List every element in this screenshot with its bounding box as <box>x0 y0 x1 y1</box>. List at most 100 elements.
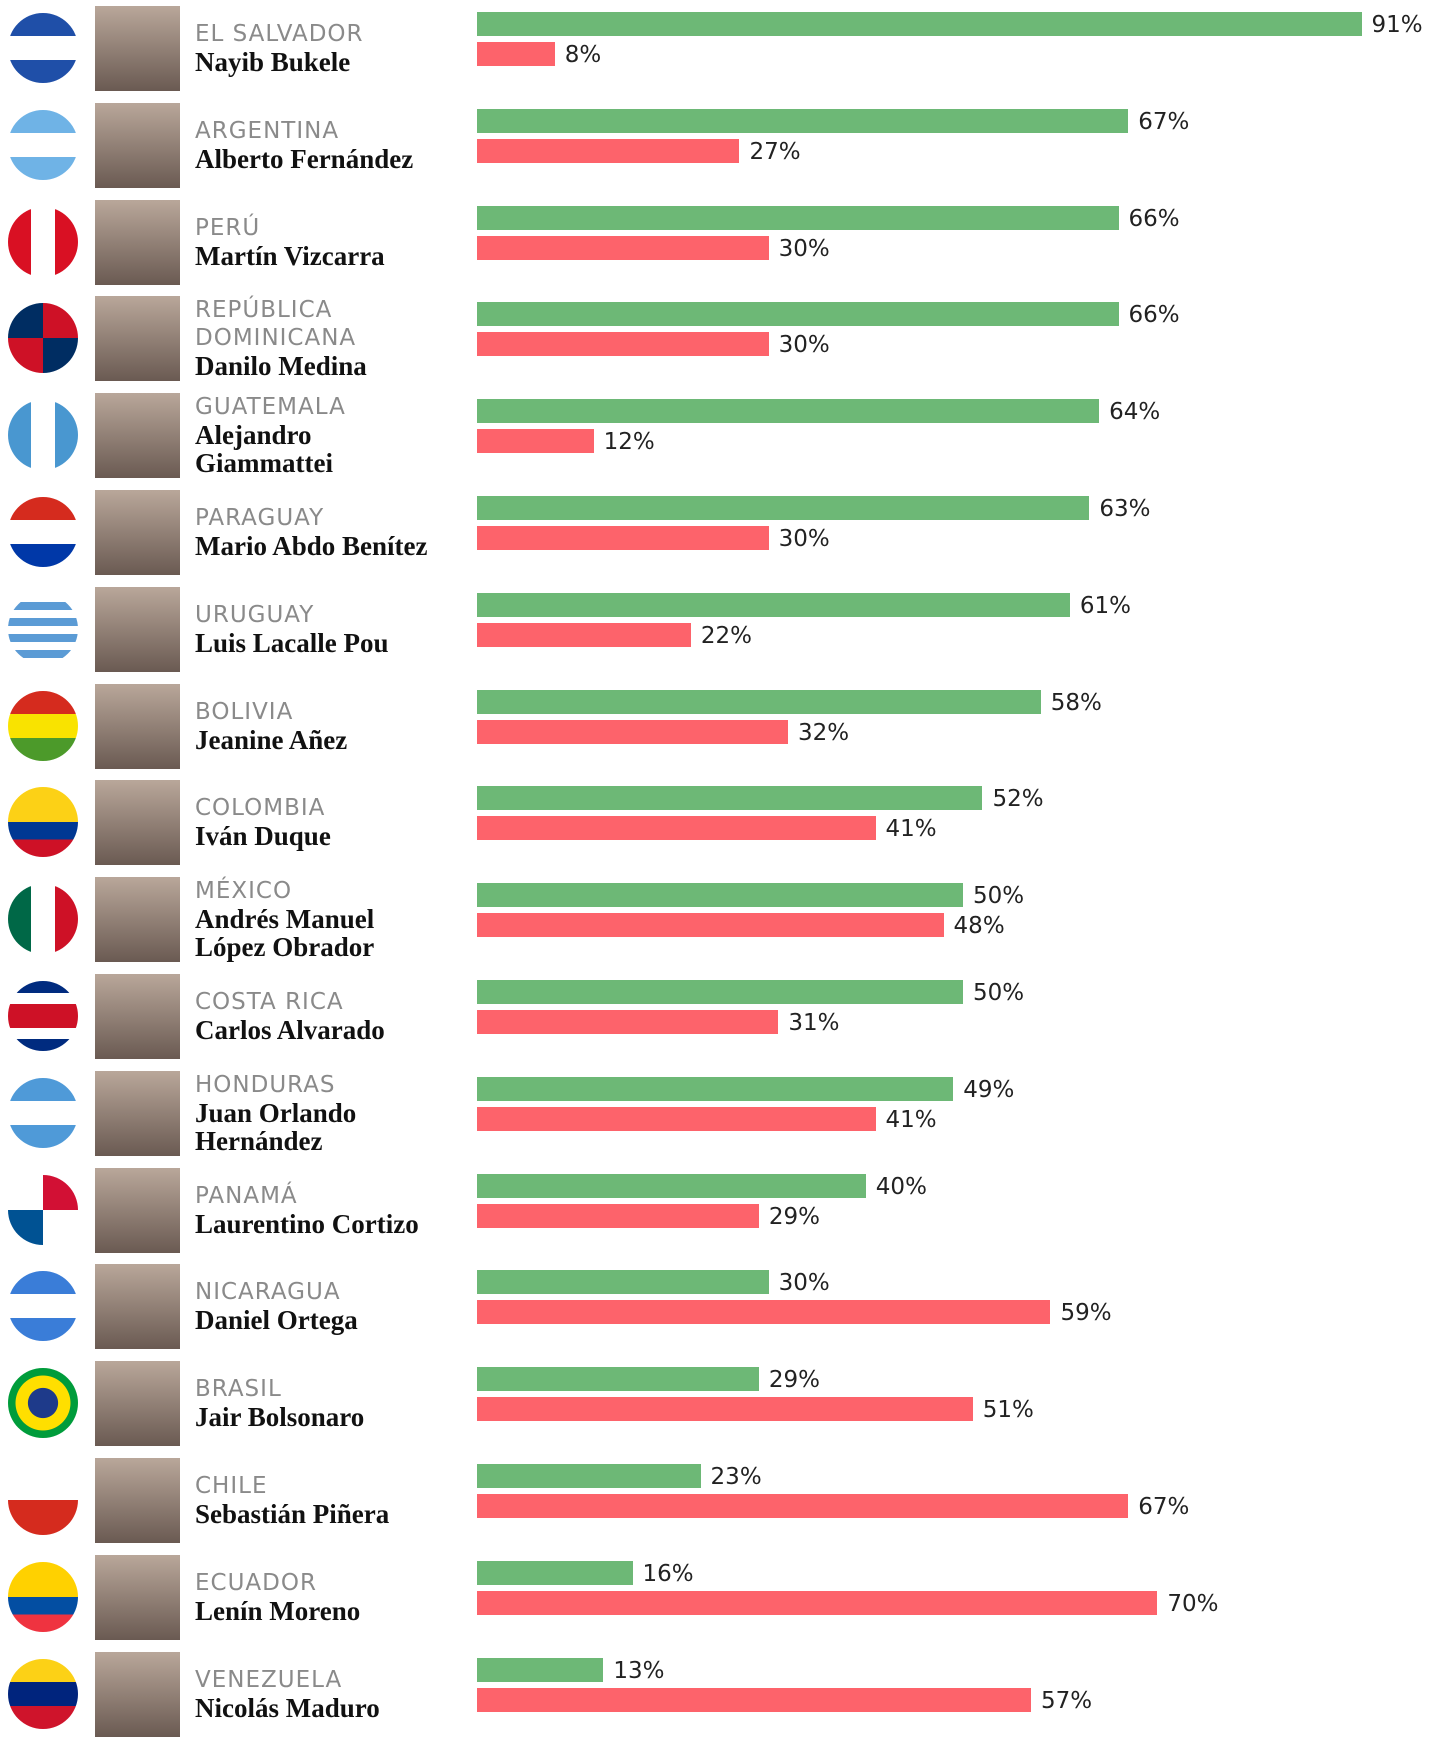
leader-name: Nayib Bukele <box>195 47 351 77</box>
leader-name: Juan Orlando Hernández <box>195 1097 357 1156</box>
flag <box>8 303 78 374</box>
label-block: COSTA RICA Carlos Alvarado <box>195 970 445 1062</box>
label-block: HONDURAS Juan Orlando Hernández <box>195 1067 445 1159</box>
approval-bar <box>477 1657 604 1682</box>
row: EL SALVADOR Nayib Bukele 91% 8% <box>0 0 1431 96</box>
flag <box>8 1561 78 1632</box>
country-label: REPÚBLICA DOMINICANA <box>195 297 357 352</box>
leader-name: Laurentino Cortizo <box>195 1208 419 1239</box>
value-label: 30% <box>778 1270 830 1297</box>
leader-name: Alejandro Giammattei <box>195 420 333 479</box>
disapproval-bar <box>477 138 740 163</box>
row: PARAGUAY Mario Abdo Benítez 63% 30% <box>0 484 1431 580</box>
label-block: ECUADOR Lenín Moreno <box>195 1551 445 1643</box>
row: COLOMBIA Iván Duque 52% 41% <box>0 774 1431 870</box>
photo <box>95 1167 180 1253</box>
photo <box>95 1554 180 1640</box>
approval-bar <box>477 1367 759 1392</box>
leader-name: Nicolás Maduro <box>195 1692 380 1723</box>
country-label: PERÚ <box>195 214 261 241</box>
value-label: 30% <box>778 332 830 359</box>
photo <box>95 974 180 1059</box>
flag <box>8 1658 78 1729</box>
approval-bar <box>477 1560 633 1585</box>
disapproval-bar <box>477 1494 1129 1518</box>
value-label: 57% <box>1041 1687 1093 1714</box>
row: PANAMÁ Laurentino Cortizo 40% 29% <box>0 1162 1431 1258</box>
label-block: REPÚBLICA DOMINICANA Danilo Medina <box>195 292 445 384</box>
photo <box>95 199 180 285</box>
label-block: CHILE Sebastián Piñera <box>195 1454 445 1546</box>
country-label: NICARAGUA <box>195 1279 341 1306</box>
value-label: 50% <box>973 980 1025 1006</box>
photo <box>95 683 180 769</box>
flag <box>8 593 78 664</box>
flag <box>8 690 78 761</box>
flag <box>8 497 78 567</box>
country-label: URUGUAY <box>195 601 315 628</box>
photo <box>95 393 180 479</box>
approval-bar <box>477 689 1041 714</box>
label-block: BRASIL Jair Bolsonaro <box>195 1357 445 1449</box>
disapproval-bar <box>477 1300 1051 1325</box>
photo <box>95 780 180 866</box>
value-label: 40% <box>875 1173 927 1200</box>
value-label: 32% <box>798 719 850 746</box>
label-block: ARGENTINA Alberto Fernández <box>195 99 445 191</box>
approval-bar <box>477 1464 701 1488</box>
label-block: COLOMBIA Iván Duque <box>195 776 445 868</box>
value-label: 13% <box>613 1657 665 1684</box>
photo <box>95 877 180 963</box>
disapproval-bar <box>477 429 594 454</box>
value-label: 29% <box>768 1203 820 1230</box>
row: GUATEMALA Alejandro Giammattei 64% 12% <box>0 387 1431 483</box>
country-label: ARGENTINA <box>195 117 340 144</box>
label-block: BOLIVIA Jeanine Añez <box>195 680 445 772</box>
disapproval-bar <box>477 332 769 357</box>
approval-bar <box>477 1173 866 1198</box>
value-label: 58% <box>1050 689 1102 716</box>
leader-name: Carlos Alvarado <box>195 1015 385 1045</box>
leader-name: Jair Bolsonaro <box>195 1402 365 1433</box>
value-label: 29% <box>768 1367 820 1394</box>
leader-name: Jeanine Añez <box>195 724 348 755</box>
value-label: 22% <box>700 622 752 649</box>
row: ARGENTINA Alberto Fernández 67% 27% <box>0 97 1431 193</box>
disapproval-bar <box>477 1010 779 1034</box>
disapproval-bar <box>477 1397 973 1422</box>
photo <box>95 1651 180 1737</box>
disapproval-bar <box>477 1106 876 1131</box>
country-label: PANAMÁ <box>195 1182 298 1209</box>
value-label: 41% <box>885 816 937 843</box>
disapproval-bar <box>477 42 555 66</box>
approval-bar <box>477 980 963 1004</box>
flag <box>8 109 78 180</box>
flag <box>8 1077 78 1148</box>
value-label: 52% <box>992 786 1044 813</box>
country-label: COLOMBIA <box>195 795 326 822</box>
photo <box>95 296 180 382</box>
value-label: 8% <box>564 42 602 68</box>
approval-bar <box>477 108 1129 133</box>
value-label: 49% <box>963 1076 1015 1103</box>
flag <box>8 400 78 471</box>
leader-name: Iván Duque <box>195 821 331 852</box>
leader-name: Alberto Fernández <box>195 143 414 174</box>
photo <box>95 586 180 672</box>
country-label: GUATEMALA <box>195 394 346 421</box>
leader-name: Sebastián Piñera <box>195 1499 390 1529</box>
value-label: 66% <box>1128 205 1180 232</box>
approval-bar <box>477 786 983 811</box>
country-label: HONDURAS <box>195 1071 336 1098</box>
country-label: VENEZUELA <box>195 1666 343 1693</box>
row: CHILE Sebastián Piñera 23% 67% <box>0 1452 1431 1548</box>
approval-bar <box>477 302 1119 327</box>
row: MÉXICO Andrés Manuel López Obrador 50% 48% <box>0 871 1431 967</box>
value-label: 23% <box>710 1464 762 1490</box>
approval-bar <box>477 883 963 908</box>
leader-name: Martín Vizcarra <box>195 240 385 271</box>
leader-name: Andrés Manuel López Obrador <box>195 904 375 963</box>
approval-bar <box>477 496 1090 520</box>
value-label: 31% <box>788 1010 840 1036</box>
country-label: BRASIL <box>195 1376 282 1403</box>
